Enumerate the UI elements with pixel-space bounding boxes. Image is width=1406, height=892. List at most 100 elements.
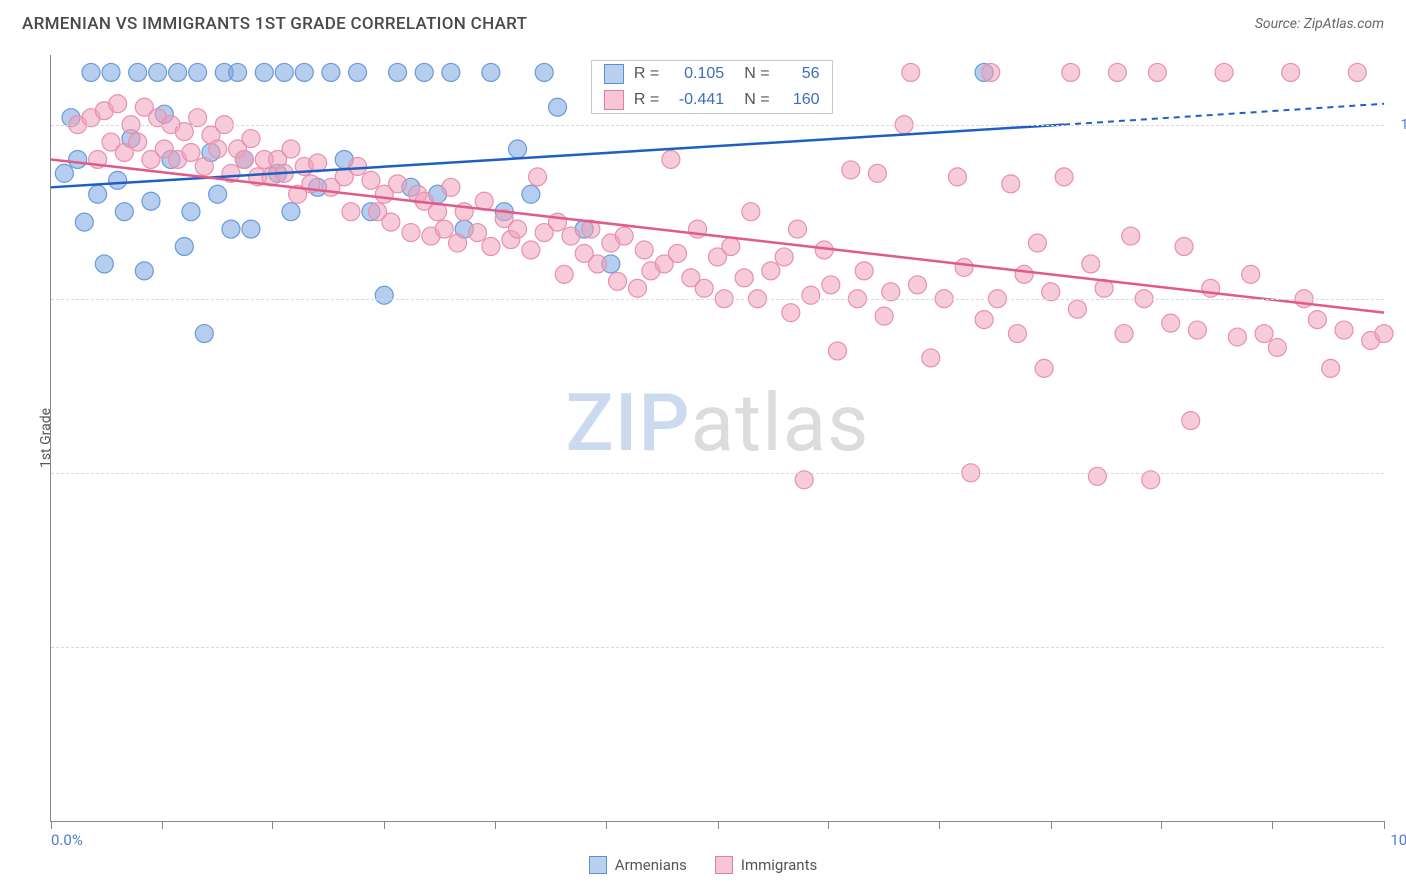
legend-swatch xyxy=(715,856,733,874)
scatter-point xyxy=(342,203,360,221)
scatter-point xyxy=(1055,168,1073,186)
scatter-point xyxy=(1282,63,1300,81)
scatter-point xyxy=(129,133,147,151)
scatter-point xyxy=(375,286,393,304)
scatter-point xyxy=(55,164,73,182)
scatter-point xyxy=(1028,234,1046,252)
scatter-point xyxy=(735,269,753,287)
scatter-point xyxy=(1348,63,1366,81)
scatter-point xyxy=(1182,412,1200,430)
scatter-point xyxy=(982,63,1000,81)
scatter-point xyxy=(975,311,993,329)
scatter-point xyxy=(1122,227,1140,245)
regression-line-extrapolated xyxy=(1064,104,1384,125)
scatter-point xyxy=(149,63,167,81)
scatter-point xyxy=(1215,63,1233,81)
scatter-point xyxy=(169,63,187,81)
scatter-point xyxy=(662,150,680,168)
legend-swatch xyxy=(604,64,624,84)
scatter-point xyxy=(529,168,547,186)
correlation-legend-row: R = 0.105 N = 56 xyxy=(592,61,832,87)
scatter-point xyxy=(115,203,133,221)
scatter-point xyxy=(135,262,153,280)
scatter-point xyxy=(75,213,93,231)
scatter-point xyxy=(762,262,780,280)
scatter-point xyxy=(442,63,460,81)
scatter-point xyxy=(109,95,127,113)
legend-swatch xyxy=(604,90,624,110)
scatter-point xyxy=(1322,359,1340,377)
scatter-point xyxy=(415,63,433,81)
scatter-point xyxy=(195,157,213,175)
scatter-point xyxy=(222,220,240,238)
scatter-point xyxy=(362,171,380,189)
scatter-point xyxy=(948,168,966,186)
scatter-point xyxy=(209,140,227,158)
scatter-point xyxy=(1268,338,1286,356)
scatter-point xyxy=(1108,63,1126,81)
x-axis-min-label: 0.0% xyxy=(51,831,83,849)
scatter-point xyxy=(482,63,500,81)
scatter-point xyxy=(89,185,107,203)
series-legend: Armenians Immigrants xyxy=(0,856,1406,874)
legend-n-value: 160 xyxy=(780,91,820,109)
scatter-point xyxy=(229,63,247,81)
scatter-point xyxy=(549,98,567,116)
scatter-point xyxy=(589,255,607,273)
scatter-point xyxy=(389,175,407,193)
scatter-point xyxy=(209,185,227,203)
scatter-point xyxy=(1308,311,1326,329)
scatter-point xyxy=(535,63,553,81)
scatter-point xyxy=(1115,325,1133,343)
scatter-point xyxy=(295,63,313,81)
scatter-point xyxy=(555,265,573,283)
legend-label: Armenians xyxy=(615,856,687,874)
scatter-point xyxy=(1062,63,1080,81)
scatter-point xyxy=(822,276,840,294)
scatter-svg xyxy=(51,55,1384,821)
scatter-point xyxy=(255,63,273,81)
scatter-point xyxy=(189,63,207,81)
scatter-point xyxy=(908,276,926,294)
legend-n-label: N = xyxy=(744,65,769,83)
chart-plot-area: 1st Grade ZIPatlas R = 0.105 N = 56 R = … xyxy=(50,55,1384,822)
scatter-point xyxy=(69,150,87,168)
legend-item: Armenians xyxy=(589,856,687,874)
scatter-point xyxy=(282,140,300,158)
scatter-point xyxy=(1008,325,1026,343)
scatter-point xyxy=(389,63,407,81)
scatter-point xyxy=(242,130,260,148)
scatter-point xyxy=(509,140,527,158)
scatter-point xyxy=(242,220,260,238)
scatter-point xyxy=(1335,321,1353,339)
scatter-point xyxy=(1035,359,1053,377)
scatter-point xyxy=(282,203,300,221)
legend-item: Immigrants xyxy=(715,856,817,874)
scatter-point xyxy=(1148,63,1166,81)
scatter-point xyxy=(509,220,527,238)
legend-r-value: 0.105 xyxy=(669,65,724,83)
scatter-point xyxy=(1242,265,1260,283)
correlation-legend-row: R = -0.441 N = 160 xyxy=(592,87,832,113)
legend-n-value: 56 xyxy=(780,65,820,83)
scatter-point xyxy=(182,203,200,221)
scatter-point xyxy=(629,279,647,297)
scatter-point xyxy=(695,279,713,297)
scatter-point xyxy=(182,144,200,162)
correlation-legend: R = 0.105 N = 56 R = -0.441 N = 160 xyxy=(591,60,833,114)
scatter-point xyxy=(609,272,627,290)
legend-n-label: N = xyxy=(744,91,769,109)
scatter-point xyxy=(775,248,793,266)
scatter-point xyxy=(922,349,940,367)
chart-title: ARMENIAN VS IMMIGRANTS 1ST GRADE CORRELA… xyxy=(22,14,527,34)
scatter-point xyxy=(1175,238,1193,256)
scatter-point xyxy=(82,63,100,81)
scatter-point xyxy=(1015,265,1033,283)
scatter-point xyxy=(635,241,653,259)
legend-label: Immigrants xyxy=(741,856,817,874)
scatter-point xyxy=(142,192,160,210)
scatter-point xyxy=(435,220,453,238)
y-tick-label: 100.0% xyxy=(1401,117,1406,133)
scatter-point xyxy=(1375,325,1393,343)
chart-source: Source: ZipAtlas.com xyxy=(1255,16,1384,32)
